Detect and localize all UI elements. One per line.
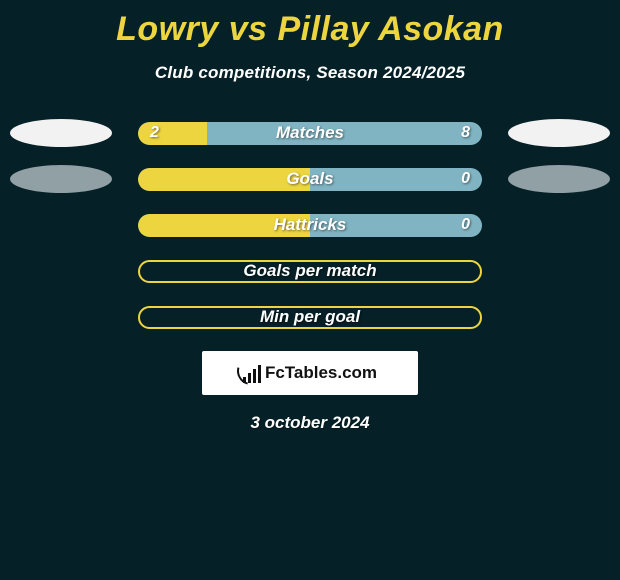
ellipse-placeholder — [508, 303, 610, 331]
bar-value-right: 8 — [461, 122, 470, 145]
bar-track: Goals0 — [138, 168, 482, 191]
source-logo: FcTables.com — [243, 363, 377, 383]
page-title: Lowry vs Pillay Asokan — [0, 0, 620, 49]
chart-row: Goals per match — [0, 259, 620, 283]
logo-text: FcTables.com — [265, 363, 377, 383]
bar-track: Matches2 8 — [138, 122, 482, 145]
bar-label: Hattricks — [138, 214, 482, 237]
bar-label: Goals — [138, 168, 482, 191]
bar-value-right: 0 — [461, 214, 470, 237]
logo-bars-icon — [243, 363, 261, 383]
ellipse-placeholder — [10, 211, 112, 239]
player-right-ellipse — [508, 119, 610, 147]
player-left-ellipse — [10, 119, 112, 147]
ellipse-placeholder — [10, 303, 112, 331]
bar-label: Matches — [138, 122, 482, 145]
comparison-chart: Matches28Goals0Hattricks0Goals per match… — [0, 121, 620, 329]
bar-track: Goals per match — [138, 260, 482, 283]
page-subtitle: Club competitions, Season 2024/2025 — [0, 49, 620, 83]
bar-value-left: 2 — [150, 122, 159, 145]
player-left-ellipse — [10, 165, 112, 193]
bar-track: Min per goal — [138, 306, 482, 329]
chart-row: Matches2 8 — [0, 121, 620, 145]
chart-row: Min per goal — [0, 305, 620, 329]
source-logo-box: FcTables.com — [202, 351, 418, 395]
bar-label: Goals per match — [140, 262, 480, 281]
player-right-ellipse — [508, 165, 610, 193]
bar-track: Hattricks0 — [138, 214, 482, 237]
date-label: 3 october 2024 — [0, 395, 620, 433]
bar-value-right: 0 — [461, 168, 470, 191]
bar-label: Min per goal — [140, 308, 480, 327]
ellipse-placeholder — [508, 257, 610, 285]
chart-row: Goals0 — [0, 167, 620, 191]
infographic-root: Lowry vs Pillay Asokan Club competitions… — [0, 0, 620, 580]
ellipse-placeholder — [508, 211, 610, 239]
ellipse-placeholder — [10, 257, 112, 285]
chart-row: Hattricks0 — [0, 213, 620, 237]
